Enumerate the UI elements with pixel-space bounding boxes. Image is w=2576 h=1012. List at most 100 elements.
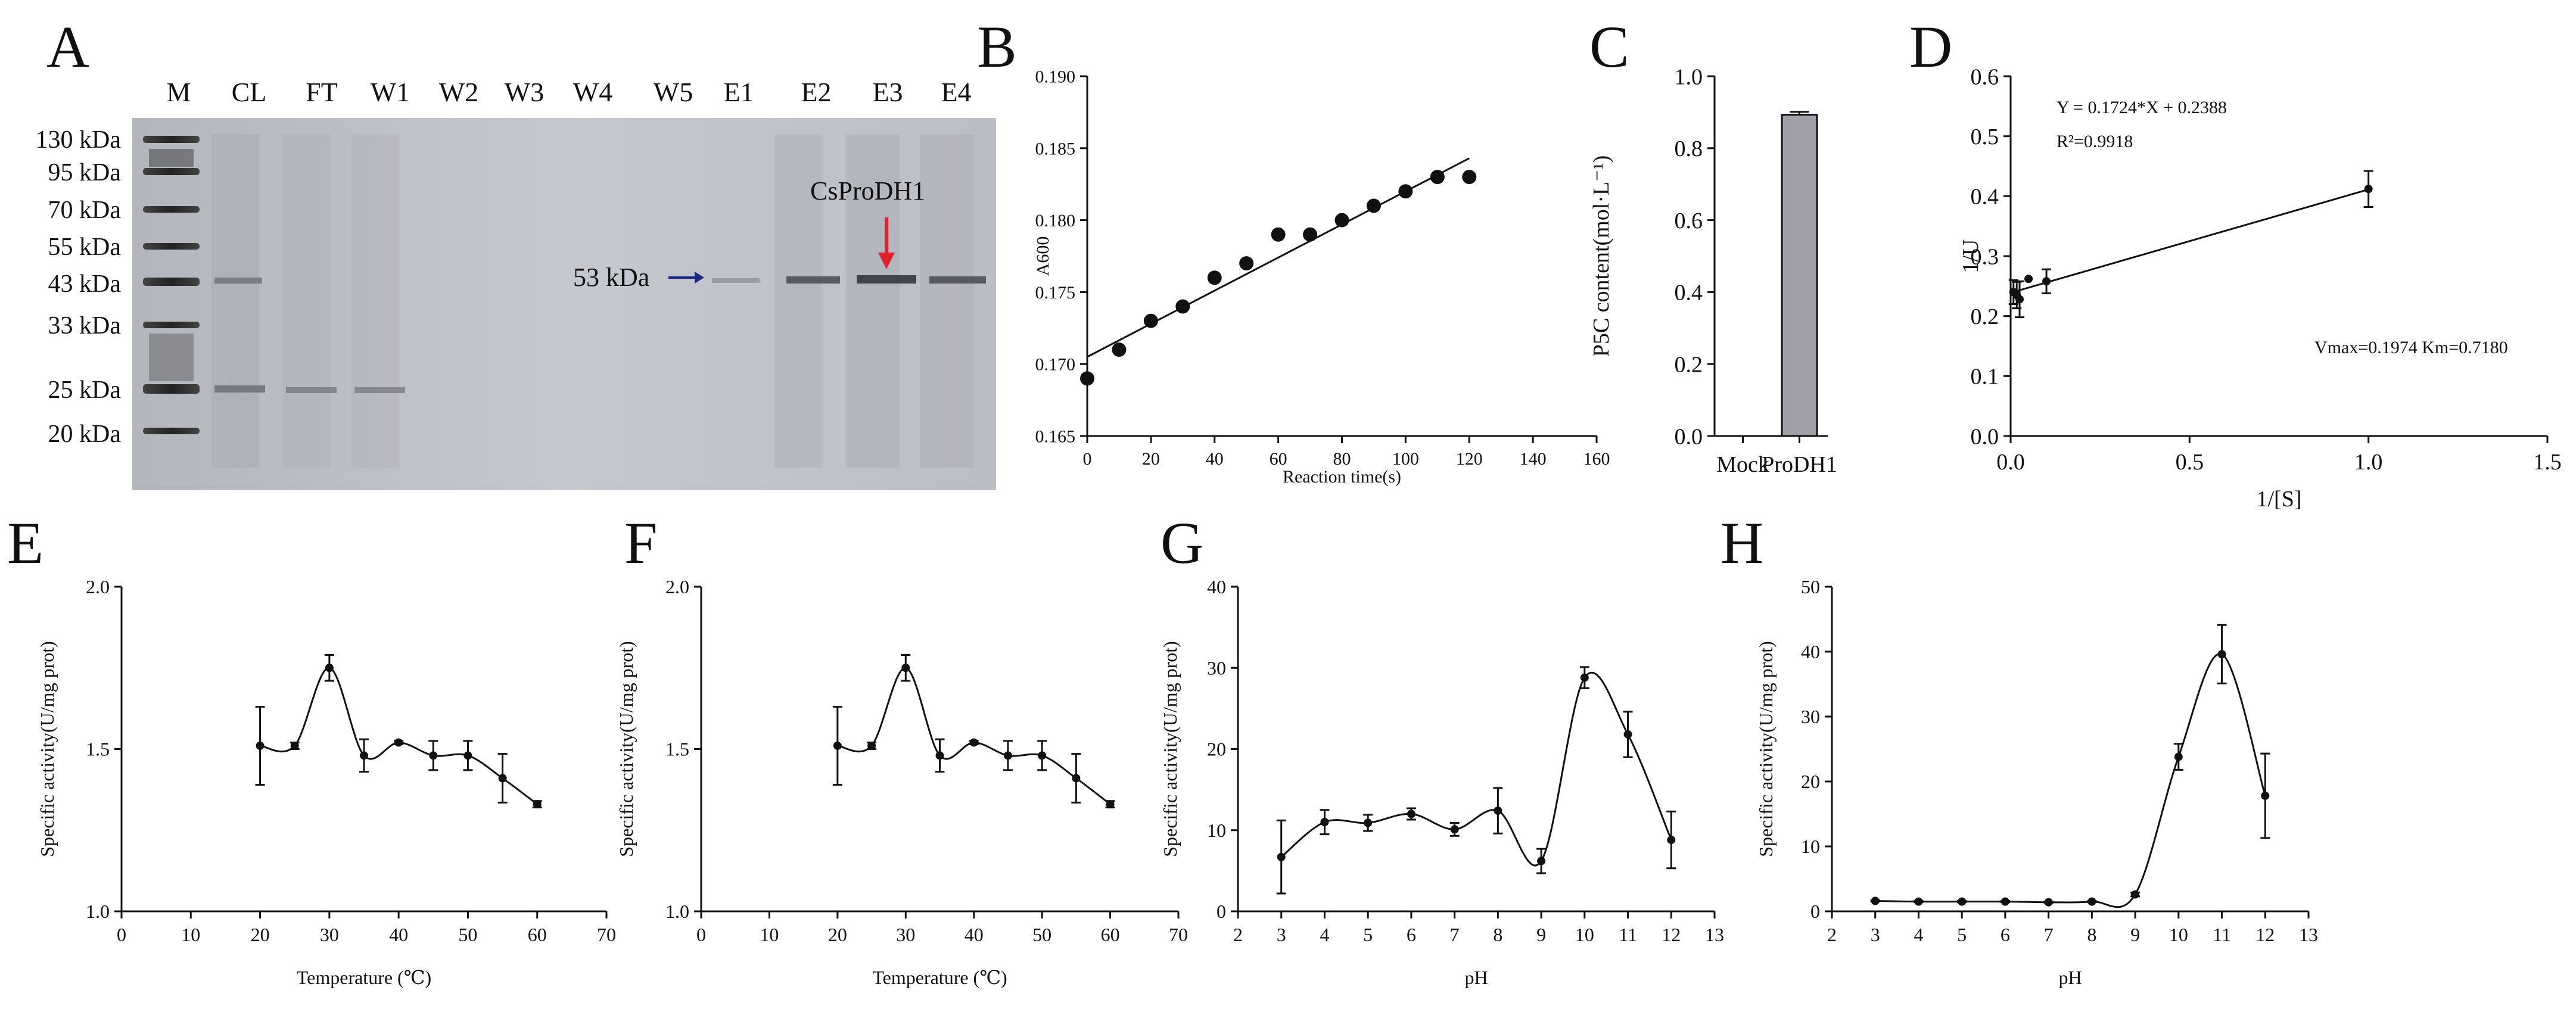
panel-letter-a: A [46,14,89,80]
gel-lane-label: E3 [872,77,903,107]
y-tick-label: 1.0 [86,901,110,922]
x-tick-label: 0 [696,924,706,945]
data-point [533,800,542,809]
gel-lane-label: M [167,77,191,107]
x-tick-label: 30 [896,924,915,945]
gel-lane-label: FT [306,77,338,107]
panel-h-chart: 0 10 20 30 40 50 2 3 4 5 6 7 8 9 10 11 12 13 pH Specific ac… [1755,576,2318,988]
x-axis-label: Reaction time(s) [1283,467,1401,487]
gel-marker-label: 25 kDa [48,376,122,404]
band-annotation: 53 kDa CsProDH1 [573,176,925,292]
gel-lane-labels: M CL FT W1 W2 W3 W4 W5 E1 E2 E3 E4 [167,77,972,107]
gel-lane-label: W1 [371,77,410,107]
x-tick-label: 140 [1520,449,1547,469]
data-point [1494,807,1502,815]
y-tick-label: 0.4 [1971,185,1999,210]
x-tick-label: 80 [1333,449,1351,469]
panel-b-chart: 0.165 0.170 0.175 0.180 0.185 0.190 0 20 40 60 80 1… [1033,67,1610,487]
x-axis-label: Temperature (℃) [297,967,431,988]
y-tick-label: 0.4 [1675,281,1703,306]
x-tick-label: 7 [2044,924,2054,945]
data-point [1207,270,1222,285]
panel-e-chart: 1.0 1.5 2.0 0 10 20 30 40 50 60 70 Temperature (℃) S… [36,576,616,988]
y-tick-label: 0.165 [1035,427,1076,447]
y-axis-label: 1/U [1958,239,1983,273]
gel-smears [211,134,974,468]
panel-letter-g: G [1161,510,1203,576]
data-point [256,742,265,751]
x-category-label: ProDH1 [1762,452,1837,477]
x-tick-label: 13 [1705,924,1724,945]
sds-page-gel [132,118,996,490]
panel-letter-c: C [1589,14,1629,80]
y-tick-label: 1.5 [86,739,110,760]
x-tick-label: 20 [1142,449,1160,469]
x-tick-label: 1.5 [2533,450,2562,475]
x-tick-label: 4 [1320,924,1329,945]
x-tick-label: 0 [1083,449,1092,469]
x-tick-label: 50 [1032,924,1051,945]
y-tick-label: 40 [1207,576,1226,597]
gel-lane-label: W2 [439,77,478,107]
x-tick-label: 11 [1619,924,1637,945]
r-squared-label: R²=0.9918 [2057,132,2133,151]
data-point [1038,751,1047,760]
x-tick-label: 160 [1583,449,1610,469]
y-tick-label: 30 [1207,657,1226,678]
data-point [2261,791,2270,800]
y-tick-label: 30 [1801,706,1820,727]
x-tick-label: 0 [117,924,126,945]
x-tick-label: 20 [828,924,847,945]
x-tick-label: 11 [2213,924,2231,945]
y-tick-label: 2.0 [665,576,689,597]
gel-lane-label: W5 [654,77,693,107]
data-point [325,664,334,672]
fit-line [2010,188,2369,294]
x-tick-label: 0.0 [1996,450,2025,475]
data-point [833,742,842,751]
y-tick-label: 0.3 [1971,244,1999,269]
data-point [1277,852,1286,861]
y-tick-label: 20 [1801,771,1820,792]
x-tick-label: 6 [2001,924,2010,945]
y-tick-label: 0.1 [1971,365,1999,390]
y-tick-label: 0.180 [1035,211,1076,231]
series-line [837,667,1111,805]
data-point [1320,818,1329,827]
gel-lane-label: E4 [941,77,971,107]
data-point [2001,897,2009,906]
panel-g-chart: 0 10 20 30 40 2 3 4 5 6 7 8 9 10 11 12 13 pH Specific acti… [1159,576,1724,988]
panel-letter-d: D [1909,14,1952,80]
data-point [2217,650,2226,659]
data-point [1537,857,1546,865]
x-tick-label: 40 [1206,449,1224,469]
gel-lane-label: CL [232,77,267,107]
y-tick-label: 1.0 [665,901,689,922]
y-axis-label: Specific activity(U/mg prot) [1755,641,1777,857]
x-tick-label: 10 [2169,924,2188,945]
data-point [1871,896,1880,905]
x-tick-label: 10 [1575,924,1594,945]
gel-lane-label: E1 [723,77,754,107]
x-axis-label: Temperature (℃) [872,967,1007,988]
fit-line [1087,157,1470,358]
x-tick-label: 40 [389,924,408,945]
y-tick-label: 0.5 [1971,124,1999,150]
data-point [1175,299,1190,314]
regression-equation: Y = 0.1724*X + 0.2388 [2057,98,2227,117]
y-tick-label: 0.0 [1675,424,1703,449]
y-tick-label: 0.190 [1035,67,1076,87]
y-axis-label: P5C content(mol·L⁻¹) [1589,155,1614,357]
x-tick-label: 70 [597,924,616,945]
x-tick-label: 0.5 [2176,450,2204,475]
x-tick-label: 6 [1407,924,1416,945]
y-tick-label: 1.0 [1675,64,1703,89]
y-tick-label: 0.2 [1971,304,1999,329]
data-point [1430,170,1445,185]
x-tick-label: 60 [528,924,547,945]
x-category-label: Mock [1716,452,1769,477]
panel-f-chart: 1.0 1.5 2.0 0 10 20 30 40 50 60 70 Temperature (℃) S… [615,576,1188,988]
data-point [1080,371,1094,386]
x-tick-label: 10 [760,924,779,945]
y-tick-label: 20 [1207,739,1226,760]
